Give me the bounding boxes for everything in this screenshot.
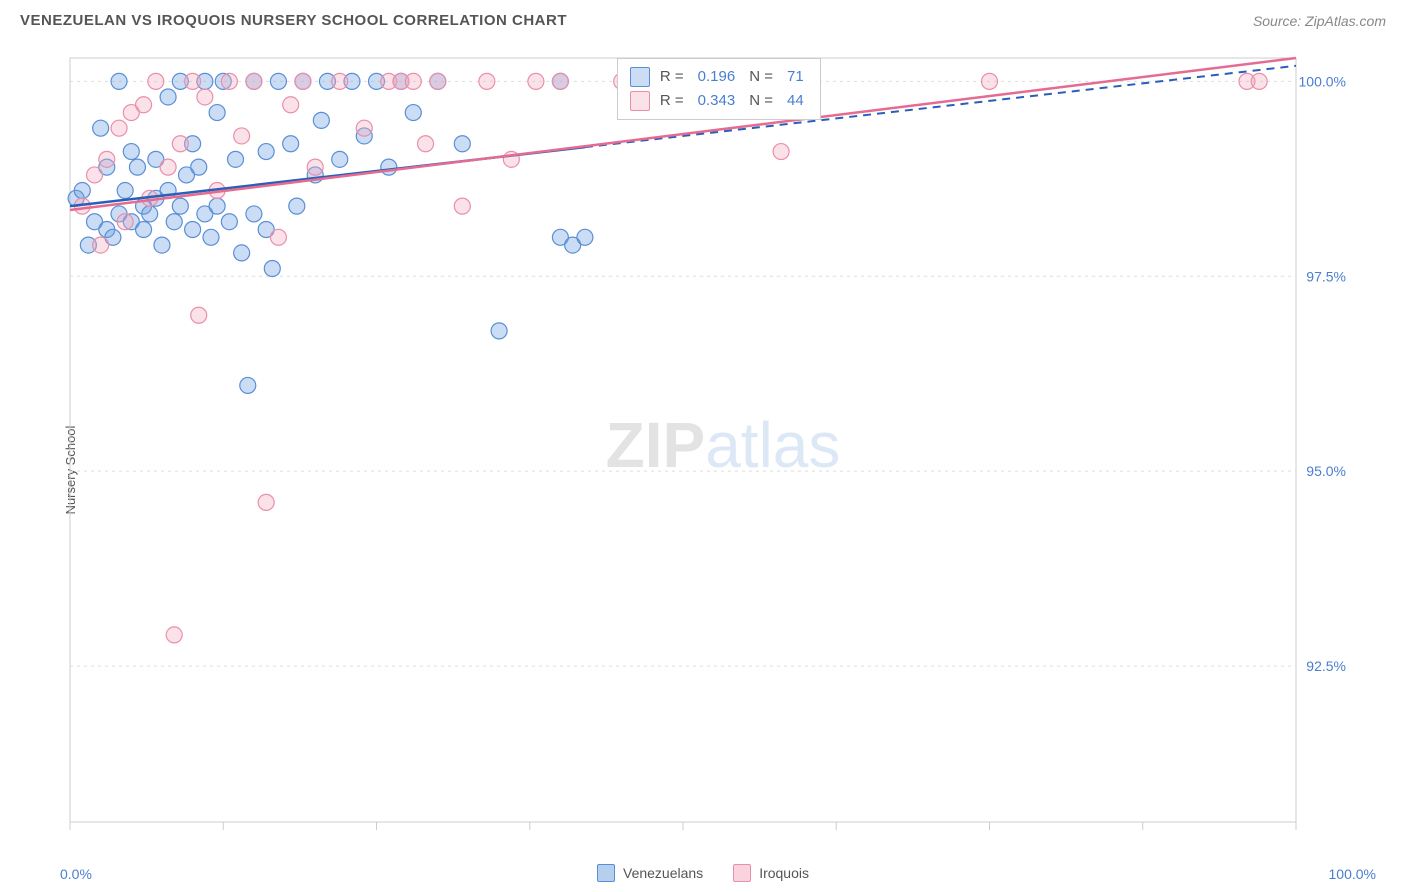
chart-container: Nursery School 92.5%95.0%97.5%100.0% ZIP… (20, 48, 1386, 892)
x-axis-min-label: 0.0% (60, 866, 92, 882)
svg-text:100.0%: 100.0% (1299, 73, 1346, 89)
correlation-stats-box: R = 0.196 N = 71 R = 0.343 N = 44 (617, 58, 821, 120)
svg-text:97.5%: 97.5% (1306, 268, 1346, 284)
stat-swatch (630, 91, 650, 111)
svg-text:92.5%: 92.5% (1306, 658, 1346, 674)
stat-n-label: N = (749, 65, 773, 89)
x-axis-max-label: 100.0% (1329, 866, 1376, 882)
legend-item-iroquois: Iroquois (733, 864, 809, 882)
stat-r-label: R = (660, 65, 684, 89)
stat-n-label: N = (749, 89, 773, 113)
stat-r-label: R = (660, 89, 684, 113)
stat-row: R = 0.343 N = 44 (630, 89, 808, 113)
legend-item-venezuelans: Venezuelans (597, 864, 703, 882)
stat-swatch (630, 67, 650, 87)
plot-area: 92.5%95.0%97.5%100.0% ZIPatlas R =0.196N… (60, 48, 1386, 842)
svg-text:95.0%: 95.0% (1306, 463, 1346, 479)
legend-label: Venezuelans (623, 865, 703, 881)
stat-n-value: 71 (783, 65, 808, 89)
legend-label: Iroquois (759, 865, 809, 881)
stat-r-value: 0.196 (694, 65, 740, 89)
chart-title: VENEZUELAN VS IROQUOIS NURSERY SCHOOL CO… (20, 12, 567, 29)
source-label: Source: ZipAtlas.com (1253, 13, 1386, 29)
stat-n-value: 44 (783, 89, 808, 113)
legend: 0.0% Venezuelans Iroquois 100.0% (20, 864, 1386, 882)
stat-r-value: 0.343 (694, 89, 740, 113)
stat-row: R = 0.196 N = 71 (630, 65, 808, 89)
legend-swatch-pink (733, 864, 751, 882)
legend-swatch-blue (597, 864, 615, 882)
